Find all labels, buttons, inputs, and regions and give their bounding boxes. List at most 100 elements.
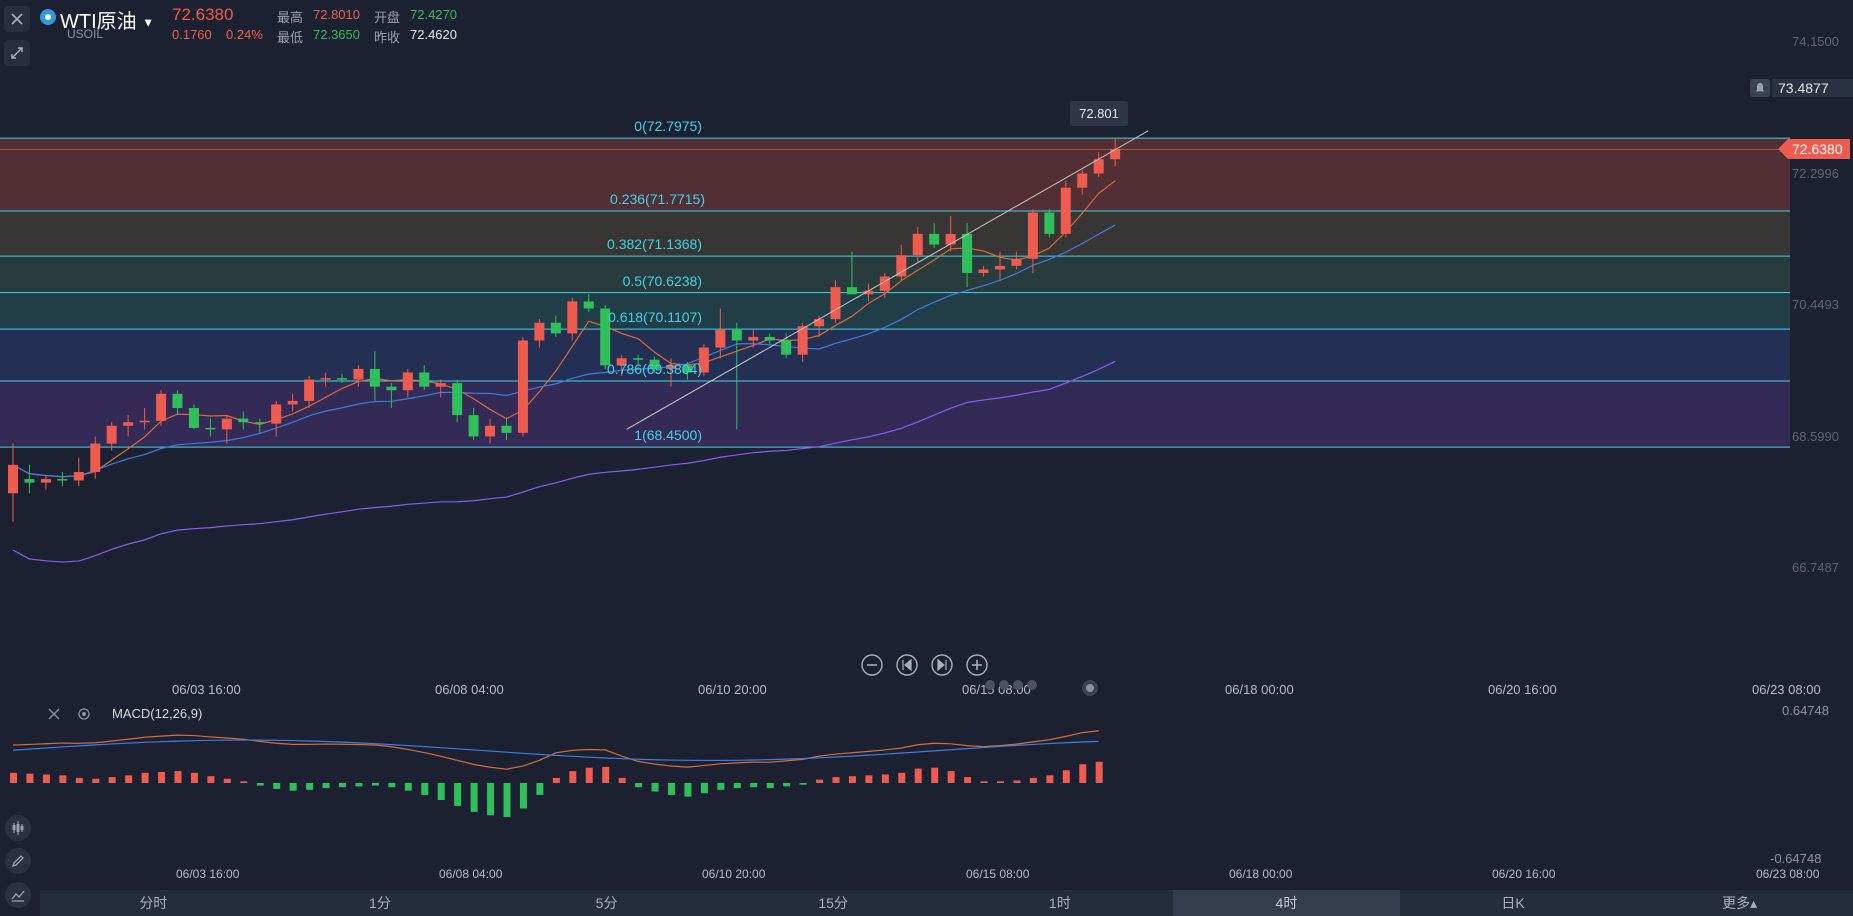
candle-body (172, 393, 183, 409)
price-axis-tick: 72.2996 (1792, 165, 1839, 181)
fib-level-label: 0.5(70.6238) (622, 272, 702, 289)
macd-bar (207, 776, 215, 783)
macd-time-axis-tick: 06/08 04:00 (439, 867, 503, 881)
candle-body (1027, 212, 1038, 259)
line-tool-button[interactable] (5, 882, 31, 908)
macd-time-axis-tick: 06/18 00:00 (1229, 867, 1293, 881)
macd-bar (964, 777, 972, 783)
zoom-controls (860, 653, 989, 677)
macd-bar (766, 783, 774, 789)
macd-bar (75, 777, 83, 783)
draw-tool-button[interactable] (5, 848, 31, 874)
candle-body (1044, 212, 1055, 234)
tab-0[interactable]: 分时 (139, 895, 168, 911)
macd-dif-line (12, 730, 1099, 770)
fib-level-label: 0.382(71.1368) (607, 236, 702, 253)
candle-body (715, 329, 726, 348)
macd-time-axis-tick: 06/20 16:00 (1492, 867, 1556, 881)
macd-bar (931, 767, 939, 783)
macd-bar (256, 783, 264, 786)
macd-top-value: 0.64748 (1782, 703, 1829, 718)
time-axis-tick: 06/03 16:00 (172, 682, 241, 697)
macd-bar (783, 783, 791, 787)
macd-bar (125, 775, 133, 783)
price-tag-arrow (1778, 139, 1788, 159)
macd-bar (816, 779, 824, 783)
candle-body (188, 408, 199, 428)
candle-body (846, 287, 857, 295)
close-chart-button[interactable] (4, 6, 30, 32)
close-indicator-icon[interactable] (47, 707, 61, 721)
candle-body (814, 319, 825, 327)
candle-body (40, 479, 51, 483)
candle-body (962, 233, 973, 273)
scroll-end-icon[interactable] (930, 653, 954, 677)
tab-3[interactable]: 15分 (818, 895, 848, 911)
scroll-start-icon[interactable] (895, 653, 919, 677)
price-axis-tick: 74.1500 (1792, 34, 1839, 49)
candle-body (534, 322, 545, 341)
candle-body (221, 418, 232, 430)
macd-label: MACD(12,26,9) (112, 706, 203, 721)
price-axis-tick: 68.5990 (1792, 428, 1839, 444)
chart-settings-dot[interactable] (1082, 680, 1098, 696)
symbol-selector[interactable]: WTI原油 ▼ (60, 5, 154, 34)
macd-bar (635, 783, 643, 788)
macd-bar (865, 775, 873, 783)
macd-bar (651, 783, 659, 792)
prev-close-label: 昨收 (374, 30, 401, 45)
tab-4[interactable]: 1时 (1048, 895, 1071, 911)
timeframe-tabs: 分时 1分 5分 15分 1时 4时 日K 更多▴ (40, 890, 1853, 916)
tab-5[interactable]: 4时 (1173, 890, 1400, 916)
macd-bar (306, 783, 314, 790)
macd-bar (980, 781, 988, 783)
fib-level-label: 0.786(69.3804) (607, 360, 702, 377)
fib-zone (0, 292, 1790, 330)
moving-average-line (12, 224, 1116, 478)
candle-body (879, 276, 890, 291)
candle-body (550, 322, 561, 334)
candle-body (402, 372, 413, 391)
expand-chart-button[interactable] (4, 40, 30, 66)
candle-body (501, 425, 512, 433)
macd-bar (487, 783, 495, 816)
macd-bar (519, 783, 527, 809)
macd-time-axis-tick: 06/03 16:00 (176, 867, 240, 881)
time-axis-tick: 06/08 04:00 (435, 682, 504, 697)
symbol-name: WTI原油 (60, 11, 137, 33)
fib-zone (0, 256, 1790, 293)
macd-bar (141, 772, 149, 783)
candle-body (978, 269, 989, 273)
tab-7[interactable]: 更多▴ (1722, 895, 1758, 911)
expand-icon (11, 47, 23, 59)
tab-2[interactable]: 5分 (595, 895, 618, 911)
macd-bar (92, 778, 100, 783)
zoom-out-icon[interactable] (860, 653, 884, 677)
candle-body (797, 326, 808, 355)
tab-6[interactable]: 日K (1501, 895, 1525, 911)
fib-level-label: 0.236(71.7715) (610, 191, 705, 208)
candle-body (254, 422, 265, 424)
time-axis-tick: 06/23 08:00 (1752, 682, 1821, 697)
zoom-in-icon[interactable] (965, 653, 989, 677)
macd-bar (552, 777, 560, 783)
macd-bar (273, 783, 281, 789)
dropdown-caret-icon: ▼ (142, 15, 155, 30)
macd-bar (618, 777, 626, 783)
indicator-settings-icon[interactable] (77, 707, 91, 721)
macd-time-axis-tick: 06/23 08:00 (1756, 867, 1820, 881)
macd-bar (10, 772, 17, 783)
tab-1[interactable]: 1分 (369, 895, 391, 911)
candle-body (156, 393, 167, 421)
fib-level-label: 1(68.4500) (634, 427, 702, 444)
price-alert-button[interactable] (1750, 79, 1770, 97)
candle-body (90, 443, 101, 472)
high-marker-tag: 72.801 (1070, 101, 1128, 126)
fib-zone (0, 380, 1790, 448)
macd-bar (371, 783, 379, 786)
candle-body (517, 340, 528, 433)
candle-body (666, 365, 676, 369)
indicator-tool-button[interactable] (5, 815, 31, 841)
macd-time-axis-tick: 06/10 20:00 (702, 867, 766, 881)
